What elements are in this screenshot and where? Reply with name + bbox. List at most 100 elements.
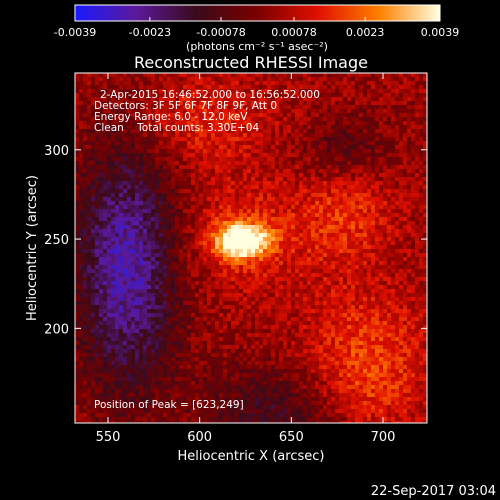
heatmap-cell bbox=[139, 221, 144, 226]
heatmap-cell bbox=[287, 289, 292, 294]
heatmap-cell bbox=[123, 185, 128, 190]
heatmap-cell bbox=[215, 173, 220, 178]
heatmap-cell bbox=[379, 197, 384, 202]
heatmap-cell bbox=[327, 93, 332, 98]
heatmap-cell bbox=[391, 293, 396, 298]
heatmap-cell bbox=[135, 245, 140, 250]
heatmap-cell bbox=[119, 229, 124, 234]
heatmap-cell bbox=[83, 249, 88, 254]
heatmap-cell bbox=[127, 185, 132, 190]
heatmap-cell bbox=[83, 217, 88, 222]
heatmap-cell bbox=[307, 125, 312, 130]
heatmap-cell bbox=[339, 245, 344, 250]
heatmap-cell bbox=[207, 249, 212, 254]
heatmap-cell bbox=[223, 229, 228, 234]
heatmap-cell bbox=[207, 189, 212, 194]
heatmap-cell bbox=[319, 293, 324, 298]
heatmap-cell bbox=[131, 285, 136, 290]
heatmap-cell bbox=[419, 261, 424, 266]
heatmap-cell bbox=[211, 269, 216, 274]
heatmap-cell bbox=[167, 213, 172, 218]
heatmap-cell bbox=[267, 285, 272, 290]
heatmap-cell bbox=[115, 289, 120, 294]
heatmap-cell bbox=[235, 85, 240, 90]
heatmap-cell bbox=[331, 149, 336, 154]
heatmap-cell bbox=[163, 277, 168, 282]
heatmap-cell bbox=[235, 229, 240, 234]
heatmap-cell bbox=[259, 85, 264, 90]
heatmap-cell bbox=[343, 281, 348, 286]
heatmap-cell bbox=[395, 281, 400, 286]
heatmap-cell bbox=[335, 185, 340, 190]
heatmap-cell bbox=[231, 145, 236, 150]
heatmap-cell bbox=[203, 261, 208, 266]
heatmap-cell bbox=[103, 209, 108, 214]
heatmap-cell bbox=[251, 237, 256, 242]
heatmap-cell bbox=[115, 189, 120, 194]
heatmap-cell bbox=[239, 289, 244, 294]
heatmap-cell bbox=[383, 289, 388, 294]
heatmap-cell bbox=[243, 133, 248, 138]
heatmap-cell bbox=[203, 121, 208, 126]
heatmap-cell bbox=[419, 137, 424, 142]
heatmap-cell bbox=[235, 173, 240, 178]
heatmap-cell bbox=[207, 85, 212, 90]
heatmap-cell bbox=[423, 245, 427, 250]
heatmap-cell bbox=[355, 285, 360, 290]
heatmap-cell bbox=[315, 177, 320, 182]
heatmap-cell bbox=[231, 221, 236, 226]
heatmap-cell bbox=[179, 261, 184, 266]
heatmap-cell bbox=[271, 137, 276, 142]
heatmap-cell bbox=[99, 185, 104, 190]
heatmap-cell bbox=[215, 249, 220, 254]
heatmap-cell bbox=[99, 213, 104, 218]
heatmap-cell bbox=[279, 237, 284, 242]
heatmap-cell bbox=[371, 137, 376, 142]
heatmap-cell bbox=[283, 181, 288, 186]
heatmap-cell bbox=[359, 129, 364, 134]
heatmap-cell bbox=[327, 261, 332, 266]
heatmap-cell bbox=[239, 249, 244, 254]
heatmap-cell bbox=[79, 209, 84, 214]
heatmap-cell bbox=[351, 273, 356, 278]
heatmap-cell bbox=[375, 157, 380, 162]
heatmap-cell bbox=[99, 141, 104, 146]
heatmap-cell bbox=[355, 193, 360, 198]
heatmap-cell bbox=[403, 157, 408, 162]
heatmap-cell bbox=[191, 133, 196, 138]
heatmap-cell bbox=[255, 153, 260, 158]
heatmap-cell bbox=[303, 281, 308, 286]
heatmap-cell bbox=[295, 249, 300, 254]
heatmap-cell bbox=[207, 141, 212, 146]
heatmap-cell bbox=[375, 105, 380, 110]
heatmap-cell bbox=[131, 165, 136, 170]
heatmap-cell bbox=[195, 205, 200, 210]
heatmap-cell bbox=[155, 261, 160, 266]
heatmap-cell bbox=[367, 81, 372, 86]
heatmap-cell bbox=[343, 245, 348, 250]
heatmap-cell bbox=[183, 173, 188, 178]
heatmap-cell bbox=[87, 101, 92, 106]
heatmap-cell bbox=[235, 265, 240, 270]
heatmap-cell bbox=[407, 277, 412, 282]
heatmap-cell bbox=[411, 77, 416, 82]
heatmap-cell bbox=[395, 105, 400, 110]
heatmap-cell bbox=[79, 149, 84, 154]
heatmap-cell bbox=[195, 281, 200, 286]
heatmap-cell bbox=[391, 277, 396, 282]
heatmap-cell bbox=[279, 253, 284, 258]
heatmap-cell bbox=[311, 137, 316, 142]
heatmap-cell bbox=[407, 281, 412, 286]
heatmap-cell bbox=[203, 89, 208, 94]
heatmap-cell bbox=[183, 85, 188, 90]
heatmap-cell bbox=[231, 153, 236, 158]
heatmap-cell bbox=[395, 149, 400, 154]
heatmap-cell bbox=[155, 101, 160, 106]
heatmap-cell bbox=[343, 289, 348, 294]
heatmap-cell bbox=[227, 253, 232, 258]
heatmap-cell bbox=[251, 181, 256, 186]
heatmap-cell bbox=[215, 177, 220, 182]
heatmap-cell bbox=[143, 273, 148, 278]
heatmap-cell bbox=[283, 177, 288, 182]
heatmap-cell bbox=[423, 269, 427, 274]
